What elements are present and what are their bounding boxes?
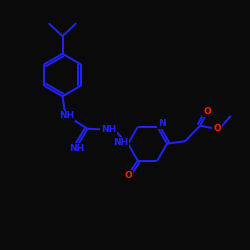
Text: NH: NH — [113, 138, 128, 147]
Text: NH: NH — [68, 144, 84, 153]
Text: NH: NH — [101, 126, 116, 134]
Text: N: N — [158, 119, 166, 128]
Text: O: O — [124, 171, 132, 180]
Text: O: O — [203, 108, 211, 116]
Text: O: O — [213, 124, 221, 133]
Text: NH: NH — [58, 111, 74, 120]
